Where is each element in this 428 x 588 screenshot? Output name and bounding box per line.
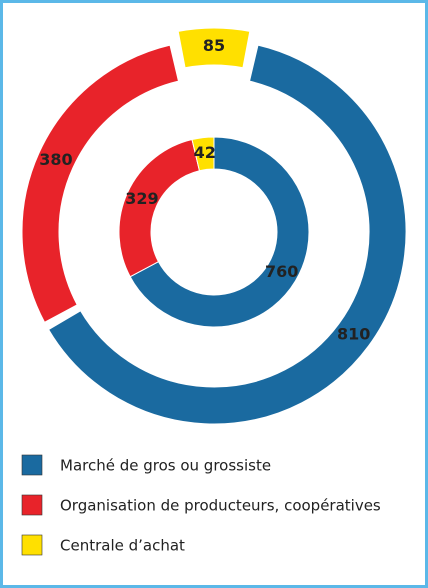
legend-label: Organisation de producteurs, coopérative… — [60, 497, 381, 515]
legend-label: Marché de gros ou grossiste — [60, 457, 271, 475]
donut-segment — [191, 136, 215, 172]
data-label: 85 — [203, 36, 225, 55]
legend-swatch — [21, 494, 43, 516]
data-label: 760 — [265, 262, 298, 281]
legend-swatch — [21, 534, 43, 556]
donut-segment — [47, 44, 407, 425]
legend-label: Centrale d’achat — [60, 537, 185, 555]
donut-segment — [21, 44, 180, 323]
data-label: 810 — [337, 324, 370, 343]
donut-segment — [177, 27, 251, 69]
data-label: 42 — [194, 143, 216, 162]
legend-swatch — [21, 454, 43, 476]
donut-segment — [129, 136, 310, 328]
data-label: 380 — [39, 150, 72, 169]
data-label: 329 — [125, 189, 158, 208]
